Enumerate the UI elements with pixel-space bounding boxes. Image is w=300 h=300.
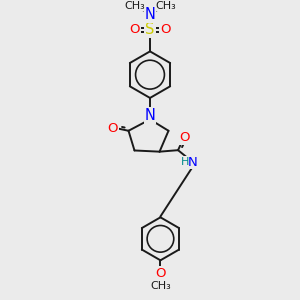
Text: N: N <box>188 156 198 169</box>
Text: CH₃: CH₃ <box>155 1 176 11</box>
Text: CH₃: CH₃ <box>124 1 145 11</box>
Text: CH₃: CH₃ <box>150 281 171 291</box>
Text: O: O <box>155 267 166 280</box>
Text: H: H <box>180 157 189 167</box>
Text: O: O <box>179 131 190 144</box>
Text: N: N <box>145 108 155 123</box>
Text: O: O <box>160 23 171 36</box>
Text: O: O <box>108 122 118 135</box>
Text: O: O <box>129 23 140 36</box>
Text: S: S <box>145 22 155 38</box>
Text: N: N <box>145 7 155 22</box>
